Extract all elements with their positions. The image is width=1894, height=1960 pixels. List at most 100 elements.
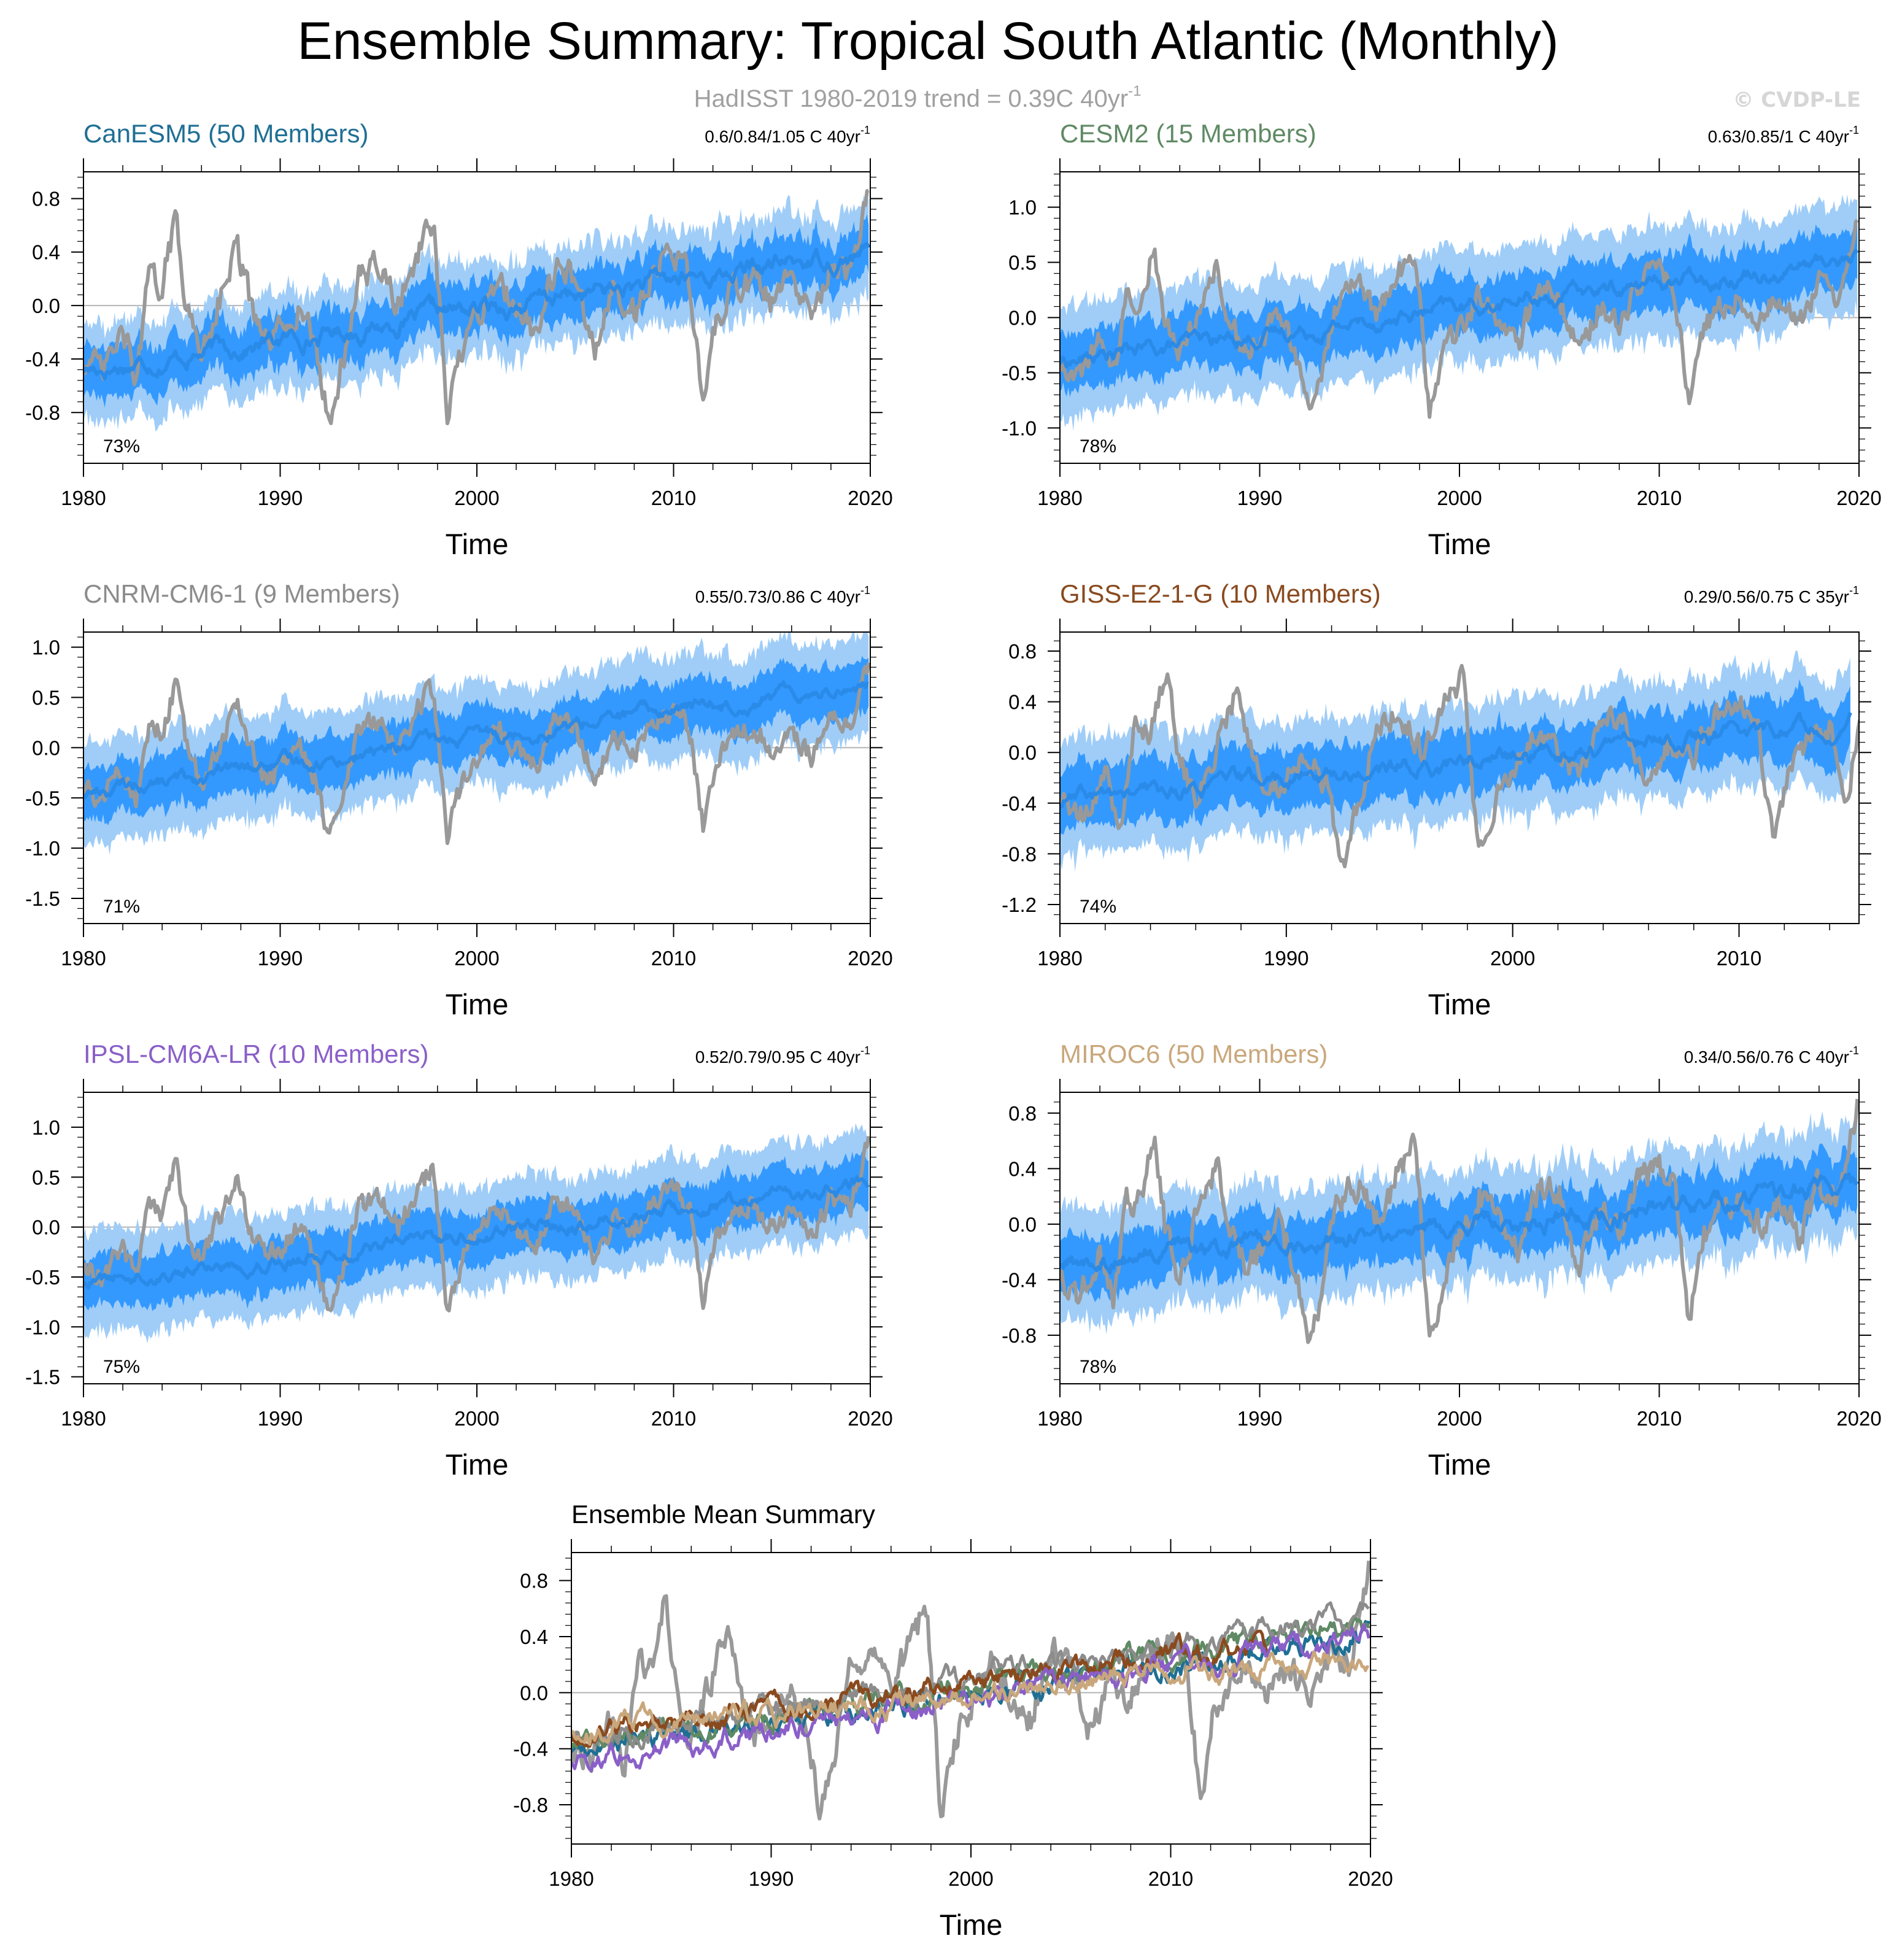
- x-tick-label: 2010: [1148, 1867, 1193, 1890]
- chart-panel: MIROC6 (50 Members) 0.34/0.56/0.76 C 40yr…: [1002, 1040, 1882, 1481]
- panel-title: IPSL-CM6A-LR (10 Members): [83, 1040, 428, 1068]
- y-tick-label: -1.0: [25, 1316, 60, 1338]
- plot-area: [1060, 650, 1859, 872]
- x-tick-label: 2020: [848, 947, 892, 970]
- x-tick-label: 2020: [1836, 1407, 1881, 1430]
- y-tick-label: -0.4: [25, 348, 60, 371]
- observed-series-line: [83, 662, 870, 846]
- trend-label: 0.6/0.84/1.05 C 40yr-1: [705, 124, 870, 146]
- chart-panel: CESM2 (15 Members) 0.63/0.85/1 C 40yr-1 78…: [1002, 119, 1882, 560]
- y-tick-label: -0.8: [513, 1794, 548, 1816]
- plot-area: [1060, 1098, 1859, 1345]
- trend-label: 0.34/0.56/0.76 C 40yr-1: [1684, 1044, 1859, 1067]
- x-tick-label: 1990: [1264, 947, 1308, 970]
- x-tick-label: 2020: [1348, 1867, 1393, 1890]
- y-tick-label: 0.0: [32, 736, 60, 759]
- x-axis-title: Time: [446, 528, 509, 560]
- trend-label: 0.55/0.73/0.86 C 40yr-1: [695, 584, 870, 606]
- ensemble-spread-inner: [83, 655, 869, 825]
- y-tick-label: 0.0: [1008, 307, 1037, 330]
- figure-title: Ensemble Summary: Tropical South Atlanti…: [297, 12, 1558, 71]
- observed-series-line: [83, 1136, 870, 1313]
- ensemble-mean-line: [1060, 1172, 1859, 1275]
- x-tick-label: 1990: [258, 487, 303, 509]
- x-axis-title: Time: [940, 1908, 1003, 1941]
- x-tick-label: 2000: [1437, 487, 1482, 509]
- plot-frame: [1059, 631, 1860, 924]
- percent-label: 78%: [1080, 436, 1116, 457]
- x-axis-title: Time: [1428, 988, 1491, 1021]
- y-tick-label: 0.8: [32, 188, 60, 210]
- ensemble-mean-line: [1060, 711, 1852, 809]
- chart-panel: IPSL-CM6A-LR (10 Members) 0.52/0.79/0.95 …: [25, 1040, 893, 1481]
- x-tick-label: 2000: [948, 1867, 993, 1890]
- x-tick-label: 2010: [1637, 1407, 1682, 1430]
- chart-panel: CNRM-CM6-1 (9 Members) 0.55/0.73/0.86 C 4…: [25, 579, 893, 1021]
- trend-superscript: -1: [860, 124, 870, 136]
- x-tick-label: 1980: [1037, 1407, 1082, 1430]
- x-tick-label: 1980: [549, 1867, 593, 1890]
- x-tick-label: 1980: [61, 487, 106, 509]
- x-tick-label: 2000: [454, 487, 499, 509]
- chart-panel: CanESM5 (50 Members) 0.6/0.84/1.05 C 40yr…: [25, 119, 893, 560]
- x-tick-label: 2020: [848, 1407, 892, 1430]
- y-tick-label: 0.0: [32, 295, 60, 317]
- cvdp-watermark: © CVDP-LE: [1733, 88, 1861, 112]
- trend-text: 0.34/0.56/0.76 C 40yr: [1684, 1048, 1849, 1067]
- x-tick-label: 1990: [258, 947, 303, 970]
- chart-panel: GISS-E2-1-G (10 Members) 0.29/0.56/0.75 C…: [1002, 579, 1871, 1021]
- x-tick-label: 2020: [848, 487, 892, 509]
- x-tick-label: 2020: [1836, 487, 1881, 509]
- trend-label: 0.63/0.85/1 C 40yr-1: [1708, 124, 1859, 146]
- x-tick-label: 1990: [1237, 1407, 1282, 1430]
- y-tick-label: -0.8: [1002, 1324, 1037, 1347]
- trend-superscript: -1: [1849, 124, 1859, 136]
- panel-title: CNRM-CM6-1 (9 Members): [83, 579, 400, 608]
- y-tick-label: 0.4: [32, 241, 60, 264]
- panel-title: GISS-E2-1-G (10 Members): [1060, 579, 1381, 608]
- ensemble-mean-line: [83, 680, 869, 800]
- y-tick-label: -1.2: [1002, 893, 1037, 916]
- panel-title: Ensemble Mean Summary: [571, 1500, 875, 1529]
- trend-text: 0.52/0.79/0.95 C 40yr: [695, 1048, 860, 1067]
- percent-label: 71%: [103, 897, 140, 917]
- x-tick-label: 2000: [1437, 1407, 1482, 1430]
- trend-superscript: -1: [860, 584, 870, 596]
- trend-superscript: -1: [860, 1044, 870, 1057]
- ensemble-mean-line: [1060, 249, 1859, 369]
- y-tick-label: -0.5: [1002, 361, 1037, 384]
- trend-text: 0.55/0.73/0.86 C 40yr: [695, 587, 860, 606]
- y-tick-label: 0.4: [1008, 1157, 1037, 1180]
- trend-superscript: -1: [1849, 584, 1859, 596]
- x-tick-label: 2010: [651, 1407, 696, 1430]
- x-tick-label: 2010: [651, 947, 696, 970]
- panel-title: CESM2 (15 Members): [1060, 119, 1316, 148]
- x-axis-title: Time: [1428, 1448, 1491, 1481]
- y-tick-label: -0.8: [25, 401, 60, 424]
- percent-label: 75%: [103, 1357, 140, 1377]
- percent-label: 78%: [1080, 1357, 1116, 1377]
- x-tick-label: 2000: [454, 1407, 499, 1430]
- y-tick-label: 1.0: [32, 636, 60, 659]
- y-tick-label: 0.4: [520, 1626, 548, 1648]
- figure-subtitle: HadISST 1980-2019 trend = 0.39C 40yr-1: [694, 83, 1142, 112]
- y-tick-label: 0.0: [520, 1681, 548, 1704]
- plot-area: [1060, 194, 1859, 431]
- x-tick-label: 2010: [1717, 947, 1761, 970]
- y-tick-label: 0.0: [1008, 741, 1037, 764]
- trend-label: 0.52/0.79/0.95 C 40yr-1: [695, 1044, 870, 1067]
- ensemble-mean-line: [83, 1175, 870, 1290]
- y-tick-label: -0.8: [1002, 843, 1037, 865]
- y-tick-label: -0.5: [25, 1266, 60, 1289]
- x-tick-label: 1990: [258, 1407, 303, 1430]
- y-tick-label: 0.0: [1008, 1213, 1037, 1236]
- subtitle-text: HadISST 1980-2019 trend = 0.39C 40yr: [694, 85, 1129, 112]
- trend-superscript: -1: [1849, 1044, 1859, 1057]
- ensemble-mean-line: [83, 242, 870, 381]
- x-tick-label: 1980: [61, 947, 106, 970]
- x-tick-label: 1980: [1037, 487, 1082, 509]
- y-tick-label: -0.4: [1002, 1268, 1037, 1291]
- trend-text: 0.29/0.56/0.75 C 35yr: [1684, 587, 1849, 606]
- x-axis-title: Time: [446, 988, 509, 1021]
- y-tick-label: 0.5: [1008, 252, 1037, 274]
